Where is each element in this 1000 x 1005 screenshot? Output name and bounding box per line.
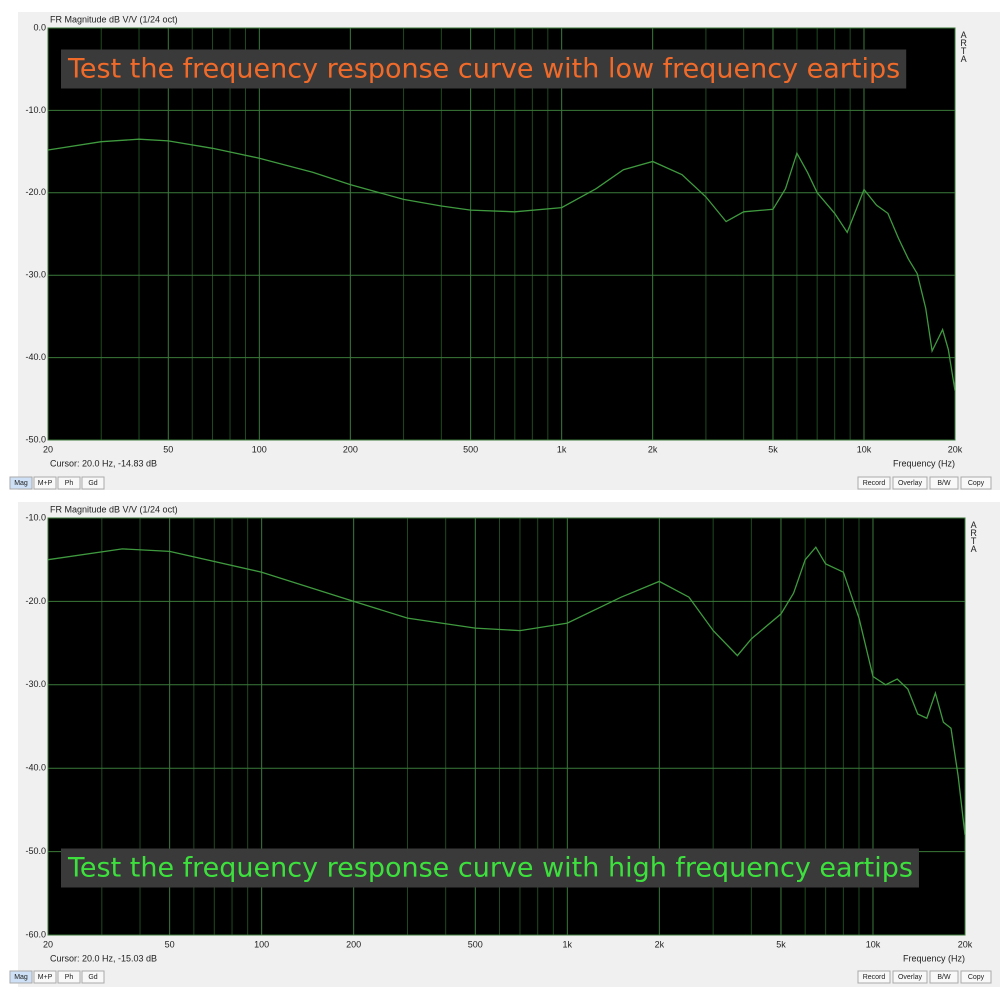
tab-button[interactable]	[81, 476, 105, 490]
button-label[interactable]: Record	[863, 480, 886, 487]
button[interactable]	[960, 970, 992, 984]
tab-button[interactable]	[9, 970, 33, 984]
x-tick-label: 200	[346, 939, 361, 949]
x-tick-label: 100	[254, 939, 269, 949]
tab-label[interactable]: M+P	[38, 974, 53, 981]
chart-title: FR Magnitude dB V/V (1/24 oct)	[50, 504, 178, 514]
y-tick-label: -20.0	[25, 187, 46, 197]
tab-label[interactable]: Gd	[88, 480, 97, 487]
x-tick-label: 1k	[563, 939, 573, 949]
button-label[interactable]: B/W	[937, 480, 951, 487]
tab-label[interactable]: Mag	[14, 480, 28, 487]
cursor-readout: Cursor: 20.0 Hz, -15.03 dB	[50, 953, 157, 963]
y-tick-label: -20.0	[25, 596, 46, 606]
y-tick-label: -30.0	[25, 679, 46, 689]
annotation-box	[61, 49, 907, 89]
tab-label[interactable]: Gd	[88, 974, 97, 981]
x-tick-label: 20	[43, 939, 53, 949]
x-tick-label: 50	[165, 939, 175, 949]
annotation: Test the frequency response curve with l…	[67, 54, 900, 85]
tab-button[interactable]	[57, 476, 81, 490]
x-tick-label: 1k	[557, 444, 567, 454]
button[interactable]	[857, 970, 891, 984]
tab-button[interactable]	[33, 476, 57, 490]
y-tick-label: -50.0	[25, 846, 46, 856]
button-label[interactable]: Overlay	[898, 480, 923, 487]
x-tick-label: 2k	[648, 444, 658, 454]
tab-button[interactable]	[9, 476, 33, 490]
fr-line	[47, 546, 966, 835]
y-tick-label: -10.0	[25, 105, 46, 115]
button-label[interactable]: Copy	[968, 974, 985, 981]
y-tick-label: -30.0	[25, 270, 46, 280]
x-tick-label: 2k	[655, 939, 665, 949]
x-tick-label: 5k	[776, 939, 786, 949]
y-tick-label: -50.0	[25, 434, 46, 444]
button-label[interactable]: Copy	[968, 480, 985, 487]
x-tick-label: 10k	[857, 444, 872, 454]
button[interactable]	[892, 970, 928, 984]
button[interactable]	[892, 476, 928, 490]
x-tick-label: 5k	[768, 444, 778, 454]
tab-label[interactable]: Mag	[14, 974, 28, 981]
button-label[interactable]: Overlay	[898, 974, 923, 981]
button[interactable]	[857, 476, 891, 490]
x-tick-label: 20k	[948, 444, 963, 454]
y-tick-label: -60.0	[25, 929, 46, 939]
fr-line	[47, 138, 956, 391]
x-tick-label: 500	[468, 939, 483, 949]
side-label: ARTA	[959, 30, 969, 62]
x-tick-label: 20	[43, 444, 53, 454]
x-tick-label: 50	[163, 444, 173, 454]
annotation-box	[61, 848, 919, 888]
chart-title: FR Magnitude dB V/V (1/24 oct)	[50, 14, 178, 24]
button[interactable]	[929, 476, 959, 490]
x-tick-label: 200	[343, 444, 358, 454]
x-tick-label: 100	[252, 444, 267, 454]
cursor-readout: Cursor: 20.0 Hz, -14.83 dB	[50, 458, 157, 468]
side-label: ARTA	[969, 520, 979, 552]
button[interactable]	[960, 476, 992, 490]
annotation: Test the frequency response curve with h…	[67, 853, 913, 884]
tab-button[interactable]	[57, 970, 81, 984]
y-tick-label: -40.0	[25, 763, 46, 773]
tab-button[interactable]	[33, 970, 57, 984]
plot-area	[47, 27, 956, 441]
tab-label[interactable]: Ph	[65, 974, 74, 981]
button-label[interactable]: B/W	[937, 974, 951, 981]
button-label[interactable]: Record	[863, 974, 886, 981]
y-tick-label: -40.0	[25, 352, 46, 362]
button[interactable]	[929, 970, 959, 984]
tab-label[interactable]: M+P	[38, 480, 53, 487]
tab-button[interactable]	[81, 970, 105, 984]
x-axis-label: Frequency (Hz)	[893, 458, 955, 468]
x-tick-label: 20k	[958, 939, 973, 949]
y-tick-label: 0.0	[33, 22, 46, 32]
tab-label[interactable]: Ph	[65, 480, 74, 487]
x-axis-label: Frequency (Hz)	[903, 953, 965, 963]
x-tick-label: 10k	[866, 939, 881, 949]
y-tick-label: -10.0	[25, 512, 46, 522]
x-tick-label: 500	[463, 444, 478, 454]
